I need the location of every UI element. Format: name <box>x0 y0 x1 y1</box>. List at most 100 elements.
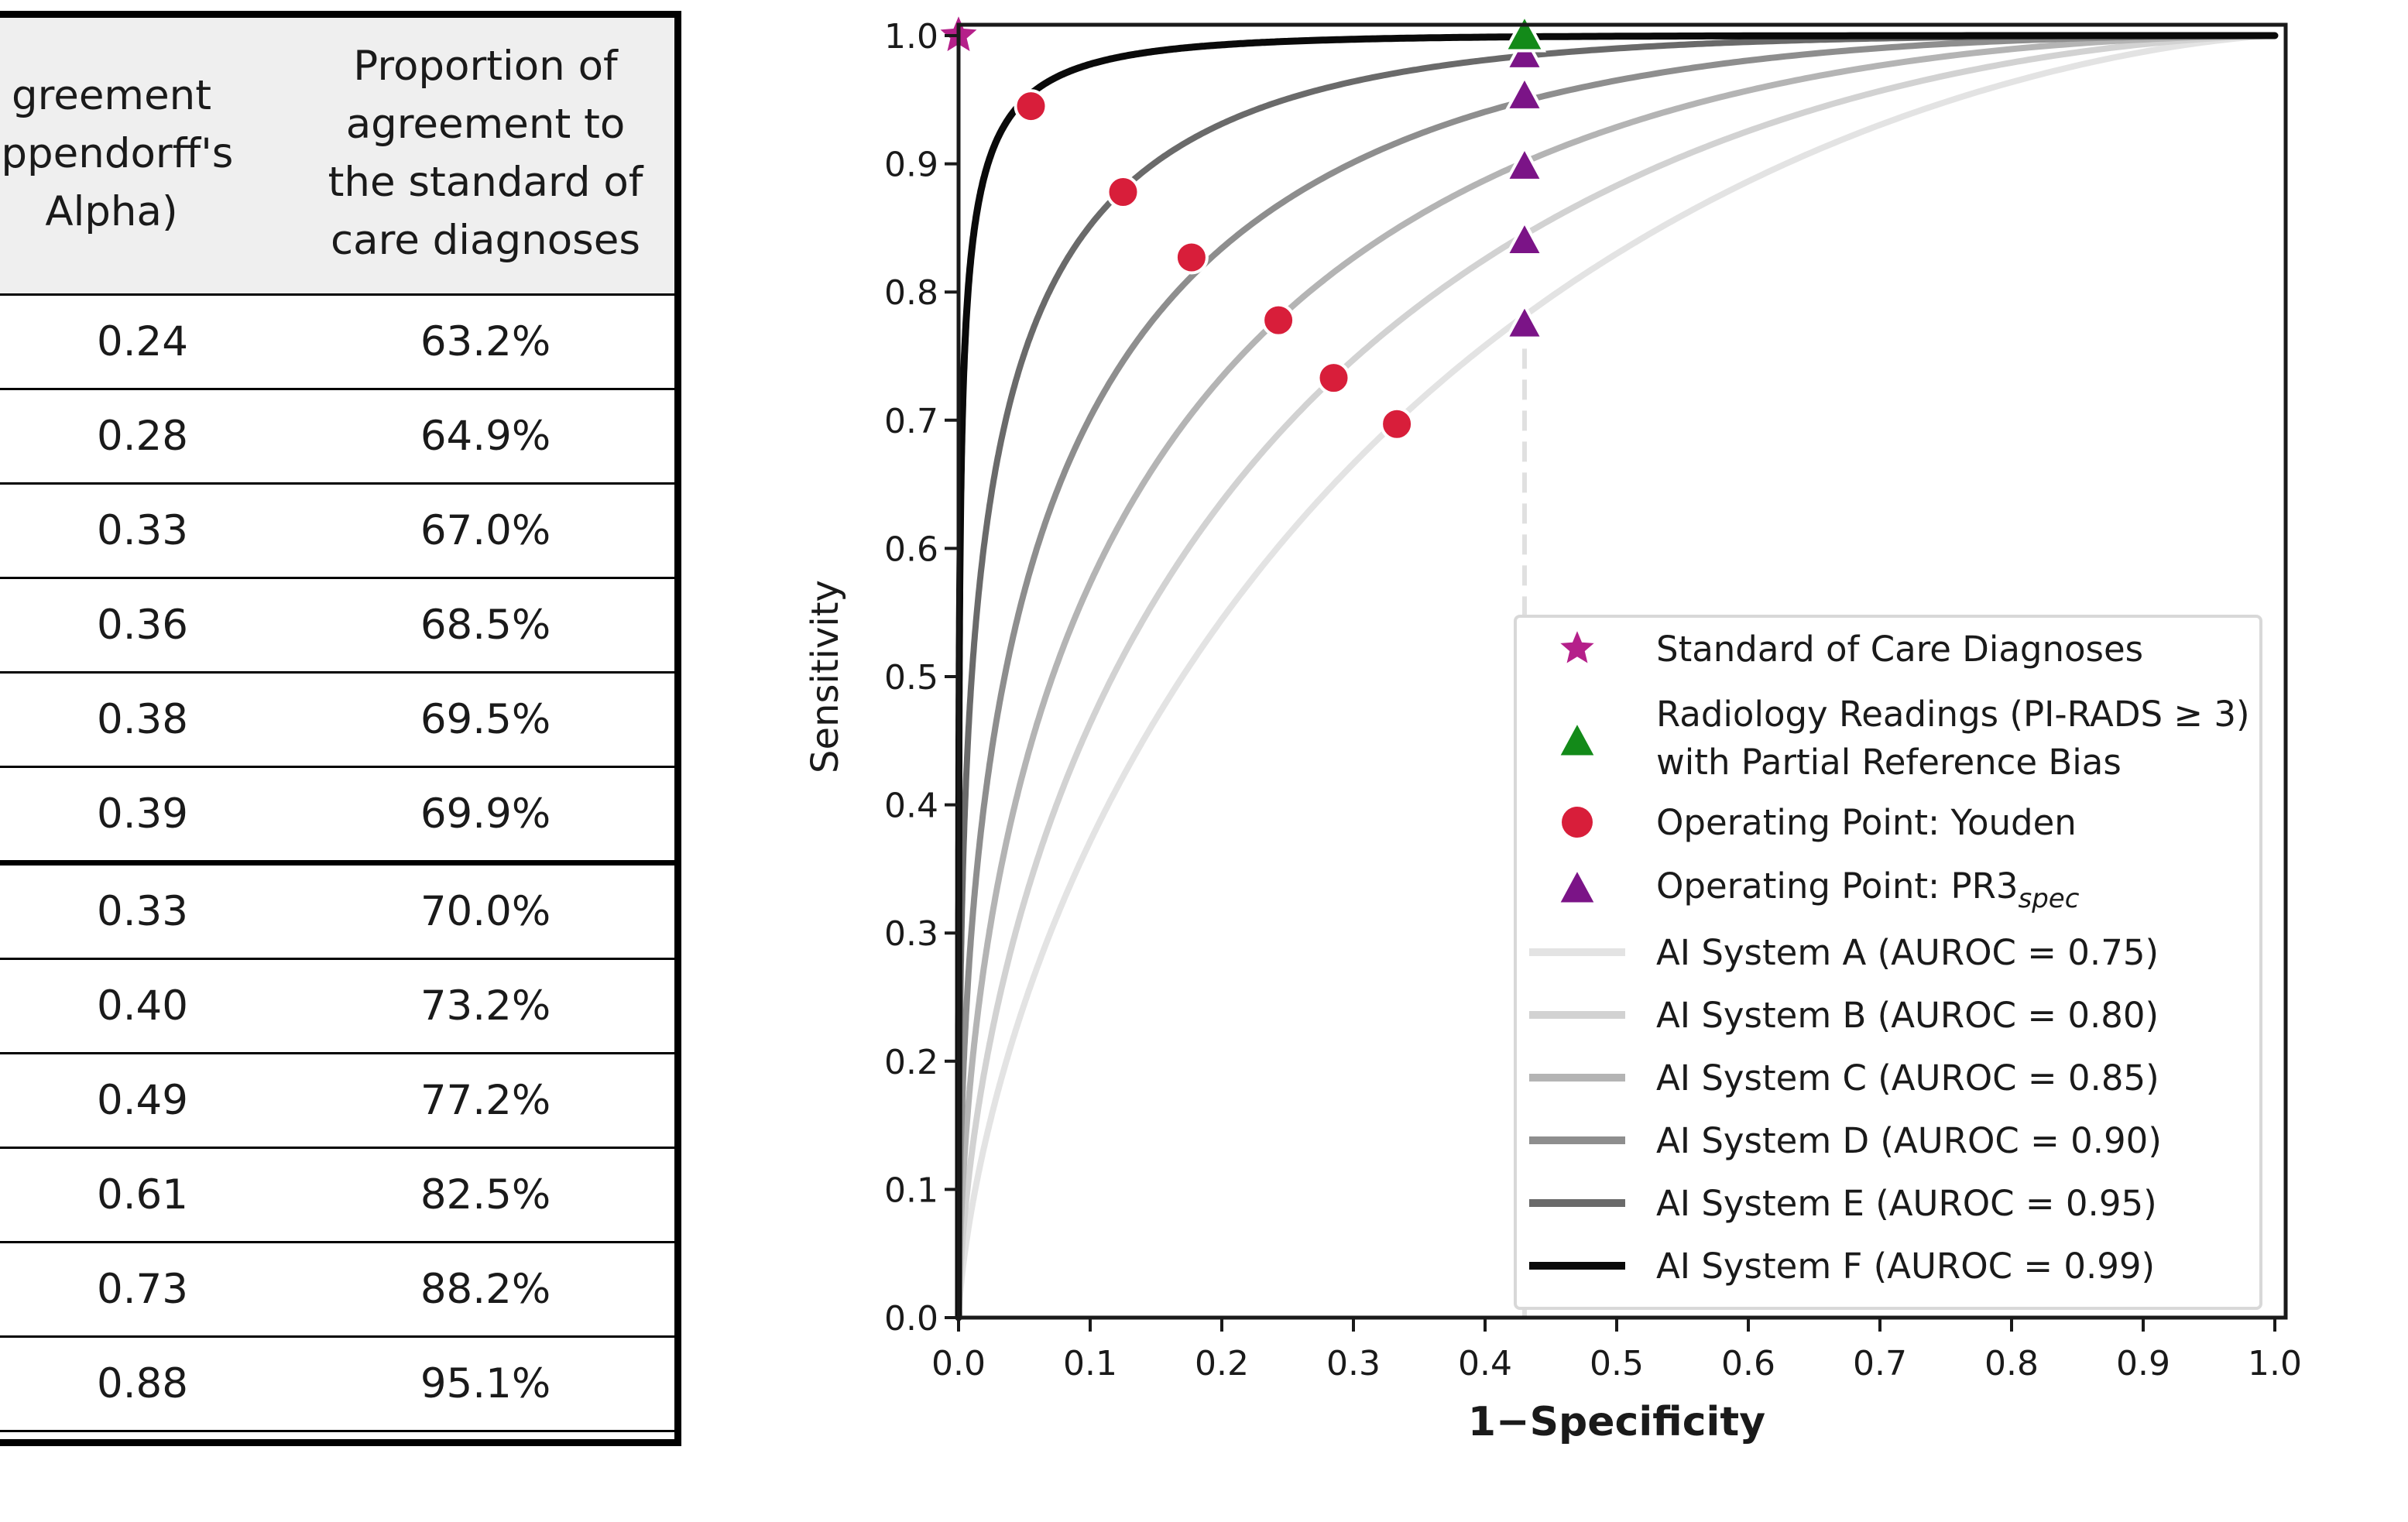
proportion-cell: 68.5% <box>290 577 681 674</box>
x-tick-label: 0.2 <box>1195 1344 1249 1383</box>
proportion-cell: 63.2% <box>290 293 681 390</box>
alpha-cell: 0.33 <box>0 482 290 579</box>
alpha-cell: 0.88 <box>0 1335 290 1432</box>
table-frame-bottom <box>0 1439 681 1446</box>
alpha-cell: 0.33 <box>0 860 290 960</box>
table-row: 0.33 67.0% <box>0 482 681 579</box>
roc-curve-c <box>955 33 2278 1321</box>
proportion-cell: 69.5% <box>290 671 681 768</box>
table-row: 0.40 73.2% <box>0 958 681 1054</box>
table-row: 0.36 68.5% <box>0 577 681 674</box>
legend-green-triangle-icon <box>1555 718 1600 759</box>
y-tick-label: 0.7 <box>884 402 938 441</box>
pr3-operating-point <box>1504 302 1545 340</box>
header-proportion-agreement: Proportion of agreement to the standard … <box>290 11 681 296</box>
table-row: 0.88 95.1% <box>0 1335 681 1432</box>
y-tick-label: 0.5 <box>884 658 938 698</box>
legend-label-series: AI System D (AUROC = 0.90) <box>1656 1120 2162 1161</box>
alpha-cell: 0.61 <box>0 1147 290 1243</box>
proportion-cell: 64.9% <box>290 388 681 485</box>
pr3-operating-point <box>1504 218 1545 256</box>
roc-curve-f <box>955 32 2279 1321</box>
pr3-operating-point <box>1504 144 1545 182</box>
roc-curve-a <box>955 33 2278 1321</box>
x-tick-label: 0.8 <box>1984 1344 2039 1383</box>
x-tick-label: 0.0 <box>931 1344 986 1383</box>
alpha-cell: 0.40 <box>0 958 290 1054</box>
header-krippendorff-alpha: greement ippendorff's Alpha) <box>0 11 290 296</box>
x-tick-label: 0.9 <box>2116 1344 2170 1383</box>
x-tick-label: 0.6 <box>1721 1344 1775 1383</box>
legend-label-youden: Operating Point: Youden <box>1656 802 2077 843</box>
alpha-cell: 0.49 <box>0 1052 290 1149</box>
legend: Standard of Care Diagnoses Radiology Read… <box>1514 615 2262 1310</box>
pr3-operating-point <box>1504 33 1545 70</box>
legend-label-standard: Standard of Care Diagnoses <box>1656 629 2143 670</box>
proportion-cell: 73.2% <box>290 958 681 1054</box>
table-row: 0.28 64.9% <box>0 388 681 485</box>
y-tick-label: 0.0 <box>884 1299 938 1339</box>
proportion-cell: 88.2% <box>290 1241 681 1338</box>
y-tick-label: 0.2 <box>884 1043 938 1082</box>
header-text: greement ippendorff's Alpha) <box>0 71 234 235</box>
table-row: 0.73 88.2% <box>0 1241 681 1338</box>
roc-curve-b <box>955 33 2278 1321</box>
x-tick-label: 0.5 <box>1590 1344 1644 1383</box>
youden-operating-point <box>1106 175 1141 210</box>
x-tick-label: 0.7 <box>1853 1344 1907 1383</box>
table-row: 0.61 82.5% <box>0 1147 681 1243</box>
legend-label-radiology: Radiology Readings (PI-RADS ≥ 3) with Par… <box>1656 694 2250 783</box>
alpha-cell: 0.36 <box>0 577 290 674</box>
proportion-cell: 77.2% <box>290 1052 681 1149</box>
alpha-cell: 0.38 <box>0 671 290 768</box>
table-row: 0.24 63.2% <box>0 293 681 390</box>
alpha-cell: 0.73 <box>0 1241 290 1338</box>
pr3-operating-point <box>1504 74 1545 111</box>
table-row: 0.38 69.5% <box>0 671 681 768</box>
roc-curve-d <box>955 33 2278 1321</box>
legend-circle-icon <box>1562 807 1593 838</box>
legend-box <box>1514 615 2262 1310</box>
y-axis-label: Sensitivity <box>804 580 847 773</box>
y-tick-label: 0.1 <box>884 1171 938 1210</box>
axes: 0.0 0.1 0.2 0.3 0.4 0.5 0.6 0.7 0.8 0.9 1.0 0.0 0.1 0… <box>884 17 2302 1383</box>
alpha-cell: 0.39 <box>0 766 290 864</box>
alpha-cell: 0.24 <box>0 293 290 390</box>
table-row: 0.49 77.2% <box>0 1052 681 1149</box>
legend-label-pr3: Operating Point: PR3spec <box>1656 866 2080 914</box>
y-tick-label: 0.8 <box>884 273 938 313</box>
youden-operating-point <box>1014 89 1048 124</box>
plot-frame <box>956 22 2288 1320</box>
table-header-row: greement ippendorff's Alpha) Proportion … <box>0 11 681 296</box>
youden-operating-point <box>1261 303 1296 338</box>
legend-star-icon <box>1552 622 1602 670</box>
roc-chart: 0.0 0.1 0.2 0.3 0.4 0.5 0.6 0.7 0.8 0.9 1.0 0.0 0.1 0… <box>804 8 2302 1445</box>
youden-operating-point <box>1380 406 1415 441</box>
y-tick-label: 0.4 <box>884 787 938 826</box>
x-tick-label: 0.4 <box>1458 1344 1512 1383</box>
proportion-cell: 67.0% <box>290 482 681 579</box>
x-tick-label: 0.3 <box>1326 1344 1381 1383</box>
proportion-cell: 95.1% <box>290 1335 681 1432</box>
alpha-cell: 0.28 <box>0 388 290 485</box>
radiology-reading-point <box>1502 12 1547 53</box>
youden-operating-point <box>1174 240 1209 275</box>
legend-label-series: AI System C (AUROC = 0.85) <box>1656 1058 2159 1099</box>
youden-operating-point <box>1316 361 1351 396</box>
legend-label-series: AI System E (AUROC = 0.95) <box>1656 1183 2157 1224</box>
legend-pr3-subscript: spec <box>2019 883 2080 914</box>
y-tick-label: 0.6 <box>884 530 938 569</box>
agreement-table-panel: greement ippendorff's Alpha) Proportion … <box>0 0 684 1455</box>
x-axis-label: 1−Specificity <box>1468 1399 1765 1445</box>
proportion-cell: 69.9% <box>290 766 681 864</box>
legend-label-series: AI System F (AUROC = 0.99) <box>1656 1246 2155 1287</box>
agreement-table: greement ippendorff's Alpha) Proportion … <box>0 11 681 1432</box>
y-tick-label: 0.3 <box>884 914 938 954</box>
proportion-cell: 70.0% <box>290 860 681 960</box>
legend-purple-triangle-icon <box>1555 865 1600 906</box>
legend-label-series: AI System A (AUROC = 0.75) <box>1656 932 2159 973</box>
table-row: 0.39 69.9% <box>0 766 681 864</box>
x-tick-label: 0.1 <box>1063 1344 1117 1383</box>
x-tick-label: 1.0 <box>2248 1344 2302 1383</box>
table-row: 0.33 70.0% <box>0 860 681 960</box>
